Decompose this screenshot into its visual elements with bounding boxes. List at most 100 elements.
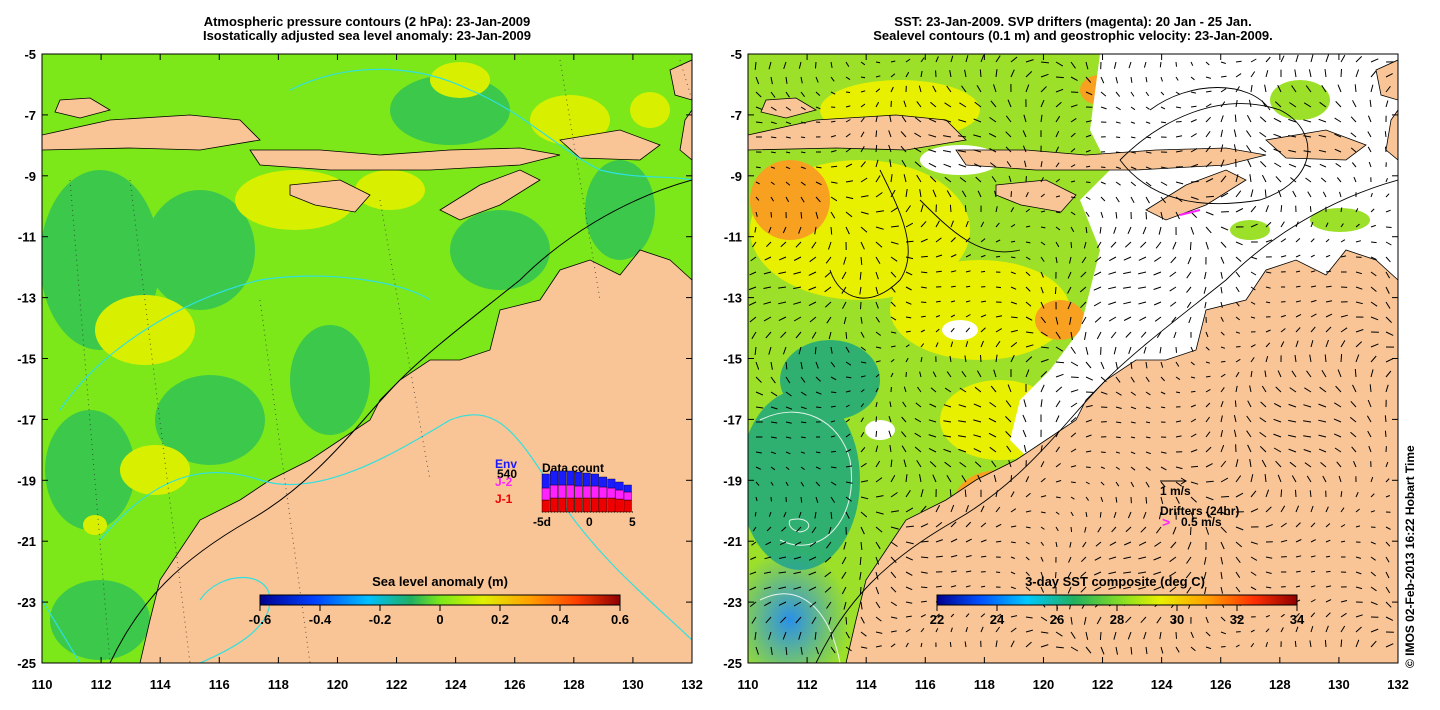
velocity-arrow: [994, 190, 997, 198]
velocity-arrow: [1248, 99, 1252, 108]
velocity-arrow: [920, 627, 925, 633]
velocity-arrow: [1336, 177, 1342, 183]
velocity-arrow: [1040, 331, 1048, 337]
velocity-arrow: [1190, 433, 1197, 438]
velocity-arrow: [1235, 301, 1240, 307]
velocity-arrow: [1100, 91, 1107, 97]
velocity-arrow: [1325, 570, 1331, 573]
velocity-arrow: [1130, 76, 1133, 83]
velocity-arrow: [1025, 286, 1031, 292]
velocity-arrow: [1250, 271, 1257, 276]
velocity-arrow: [845, 163, 853, 168]
velocity-arrow: [1138, 256, 1147, 261]
inset-bar: [599, 486, 608, 499]
velocity-arrow: [946, 190, 952, 198]
velocity-arrow: [980, 314, 987, 318]
velocity-arrow: [930, 101, 937, 108]
velocity-arrow: [794, 541, 802, 546]
velocity-arrow: [768, 346, 772, 355]
velocity-arrow: [763, 271, 772, 275]
velocity-arrow: [980, 270, 986, 273]
velocity-arrow: [1040, 371, 1048, 378]
velocity-arrow: [845, 105, 851, 108]
velocity-arrow: [1145, 436, 1151, 439]
velocity-arrow: [1318, 419, 1327, 423]
velocity-arrow: [1175, 346, 1177, 353]
velocity-arrow: [995, 315, 1003, 318]
velocity-arrow: [795, 241, 802, 248]
velocity-arrow: [1145, 391, 1151, 396]
velocity-arrow: [1277, 370, 1282, 378]
velocity-arrow: [1175, 361, 1180, 367]
velocity-arrow: [1205, 631, 1211, 637]
velocity-arrow: [779, 541, 787, 546]
velocity-arrow: [860, 256, 863, 265]
velocity-arrow: [905, 58, 911, 63]
velocity-arrow: [1220, 401, 1224, 408]
velocity-arrow: [1175, 466, 1183, 470]
velocity-arrow: [1175, 435, 1182, 438]
velocity-arrow: [1385, 286, 1390, 294]
velocity-arrow: [1115, 106, 1121, 111]
inset-bar: [615, 498, 624, 513]
velocity-arrow: [1123, 571, 1132, 574]
lat-tick-label: -25: [17, 656, 36, 671]
velocity-arrow: [1295, 522, 1301, 528]
velocity-arrow: [1055, 571, 1057, 579]
velocity-arrow: [958, 163, 967, 168]
velocity-arrow: [800, 481, 805, 487]
velocity-arrow: [1205, 178, 1214, 183]
velocity-arrow: [1040, 301, 1045, 309]
velocity-arrow: [1005, 416, 1012, 423]
velocity-arrow: [770, 196, 775, 202]
velocity-arrow: [1153, 301, 1162, 306]
velocity-arrow: [928, 134, 937, 138]
velocity-arrow: [755, 376, 762, 383]
velocity-arrow: [1110, 241, 1117, 248]
velocity-arrow: [1130, 466, 1136, 471]
velocity-arrow: [980, 54, 985, 63]
velocity-arrow: [1205, 226, 1212, 234]
velocity-arrow: [905, 357, 909, 363]
velocity-arrow: [1190, 133, 1197, 138]
velocity-arrow: [1113, 631, 1117, 640]
velocity-arrow: [1040, 445, 1043, 453]
velocity-arrow: [875, 445, 879, 453]
velocity-arrow: [1367, 131, 1372, 138]
velocity-arrow: [1259, 116, 1267, 123]
velocity-arrow: [1250, 556, 1258, 561]
velocity-arrow: [1172, 526, 1177, 535]
velocity-arrow: [944, 461, 952, 468]
velocity-arrow: [793, 316, 802, 322]
velocity-arrow: [920, 540, 929, 543]
velocity-arrow: [1325, 523, 1331, 528]
velocity-arrow: [808, 271, 817, 276]
velocity-arrow: [1288, 403, 1297, 408]
velocity-arrow: [766, 526, 772, 532]
velocity-arrow: [1340, 255, 1347, 258]
velocity-arrow: [1353, 461, 1357, 468]
velocity-arrow: [1040, 586, 1045, 593]
velocity-arrow: [1385, 73, 1393, 78]
velocity-arrow: [796, 526, 802, 533]
velocity-arrow: [1370, 541, 1376, 545]
velocity-arrow: [1085, 376, 1094, 381]
velocity-arrow: [845, 404, 850, 408]
velocity-arrow: [1025, 256, 1031, 261]
velocity-arrow: [1355, 208, 1359, 213]
velocity-arrow: [770, 106, 777, 111]
velocity-arrow: [1155, 526, 1162, 534]
velocity-arrow: [905, 615, 912, 618]
velocity-arrow: [755, 121, 763, 124]
velocity-arrow: [1333, 433, 1342, 438]
velocity-arrow: [1234, 114, 1237, 123]
velocity-arrow: [1190, 390, 1196, 393]
velocity-arrow: [1235, 316, 1241, 321]
velocity-arrow: [1322, 191, 1327, 198]
velocity-arrow: [1325, 285, 1332, 288]
velocity-arrow: [1385, 193, 1390, 198]
velocity-arrow: [1187, 541, 1192, 550]
velocity-arrow: [1169, 301, 1177, 307]
velocity-arrow: [875, 571, 879, 580]
inset-bar: [607, 478, 616, 489]
